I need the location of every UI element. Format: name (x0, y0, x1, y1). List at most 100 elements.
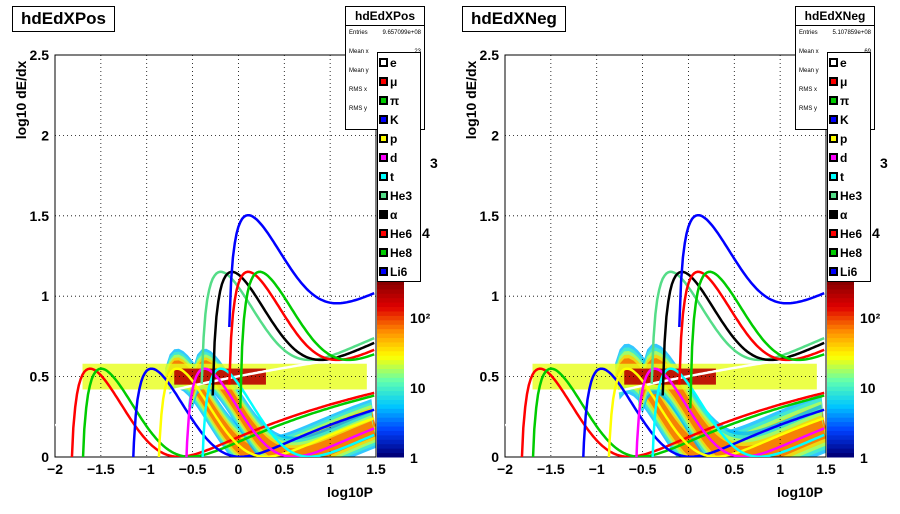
legend-marker (829, 267, 838, 276)
curve-He8 (239, 270, 375, 409)
z-tick-label: 10 (860, 380, 876, 396)
z-scale-cell (377, 297, 404, 303)
z-scale-cell (377, 377, 404, 383)
stats-label: Mean y (349, 68, 369, 74)
x-tick-label: 0.5 (725, 461, 745, 477)
z-scale-cell (377, 408, 404, 414)
z-tick-fragment: 3 (430, 155, 438, 171)
curve-α (211, 270, 375, 396)
legend-item: He3 (828, 186, 870, 205)
bethe-bloch-curves (505, 213, 825, 457)
curve-d (635, 367, 825, 457)
legend-label: α (840, 207, 848, 222)
stats-label: RMS y (349, 106, 367, 112)
z-scale-cell (827, 324, 854, 330)
curve-α (661, 270, 825, 396)
legend-label: K (390, 112, 399, 127)
legend-marker (829, 134, 838, 143)
z-scale-cell (827, 381, 854, 387)
z-scale-cell (827, 302, 854, 308)
x-tick-label: 0.5 (275, 461, 295, 477)
x-tick-label: −2 (497, 461, 513, 477)
z-scale-cell (377, 417, 404, 423)
y-axis-title: log10 dE/dx (463, 61, 479, 140)
y-tick-label: 2 (41, 127, 49, 143)
x-tick-label: −2 (47, 461, 63, 477)
stats-value: 5.107859e+08 (832, 30, 871, 36)
legend-item: α (378, 205, 420, 224)
stats-label: Entries (349, 30, 368, 36)
curve-π (531, 367, 825, 457)
legend-item: μ (828, 72, 870, 91)
heatmap-pos: −2 −1.5 −1 −0.5 0 0.5 1 1.5 0 0.5 1 1.5 2 2.5 log10P lo… (13, 47, 438, 500)
legend-marker (379, 229, 388, 238)
z-scale-cell (827, 359, 854, 365)
x-tick-label: −1.5 (87, 461, 115, 477)
y-tick-label: 1.5 (30, 208, 50, 224)
z-scale-cell (827, 288, 854, 294)
stats-label: Mean x (799, 49, 819, 55)
legend-label: e (840, 55, 847, 70)
stats-label: RMS y (799, 106, 817, 112)
legend-marker (829, 77, 838, 86)
legend-marker (379, 210, 388, 219)
legend-item: K (378, 110, 420, 129)
legend-marker (829, 115, 838, 124)
stats-label: Mean y (799, 68, 819, 74)
z-scale-cell (827, 421, 854, 427)
curve-e (55, 352, 375, 427)
legend-marker (829, 229, 838, 238)
z-scale-cell (377, 395, 404, 400)
x-tick-label: 1 (326, 461, 334, 477)
density-band (637, 350, 826, 457)
z-scale-cell (377, 439, 404, 445)
z-scale-cell (377, 341, 404, 347)
z-tick-label: 1 (860, 450, 868, 466)
legend-label: He3 (390, 188, 413, 203)
z-scale-cell (377, 368, 404, 374)
z-scale-cell (827, 306, 854, 312)
legend-marker (829, 153, 838, 162)
bethe-bloch-curves (55, 213, 375, 457)
panel-pos: −2 −1.5 −1 −0.5 0 0.5 1 1.5 0 0.5 1 1.5 2 2.5 log10P lo… (12, 6, 438, 500)
z-scale-cell (827, 297, 854, 303)
legend-marker (379, 172, 388, 181)
z-scale-cell (377, 448, 404, 454)
z-scale-cell (377, 364, 404, 369)
z-tick-label: 1 (410, 450, 418, 466)
z-scale-cell (827, 390, 854, 396)
z-scale-cell (827, 315, 854, 321)
z-scale-cell (377, 434, 404, 440)
curve-d (185, 367, 375, 457)
z-scale-cell (827, 408, 854, 414)
y-tick-label: 1 (41, 288, 49, 304)
z-scale-cell (377, 337, 404, 343)
z-scale-cell (827, 395, 854, 400)
z-scale-cell (377, 421, 404, 427)
z-scale-cell (827, 417, 854, 423)
y-tick-label: 0.5 (30, 369, 50, 385)
legend-marker (829, 191, 838, 200)
legend-marker (829, 248, 838, 257)
z-tick-fragment: 3 (880, 155, 888, 171)
z-scale-cell (827, 386, 854, 392)
histogram-title: hdEdXNeg (462, 6, 566, 32)
x-tick-label: −1 (139, 461, 155, 477)
legend-item: He3 (378, 186, 420, 205)
x-tick-label: −0.5 (179, 461, 207, 477)
y-tick-label: 0.5 (480, 369, 500, 385)
z-scale-cell (377, 315, 404, 321)
z-scale-cell (377, 284, 404, 290)
legend-label: He3 (840, 188, 863, 203)
density-band (187, 348, 376, 457)
z-scale-cell (377, 280, 404, 285)
legend-label: μ (840, 74, 848, 89)
legend-marker (379, 134, 388, 143)
x-tick-label: 1 (776, 461, 784, 477)
curve-Li6 (678, 213, 825, 328)
stats-label: Mean x (349, 49, 369, 55)
x-tick-label: 1.5 (366, 461, 386, 477)
z-scale-cell (377, 324, 404, 330)
z-scale-cell (377, 333, 404, 339)
